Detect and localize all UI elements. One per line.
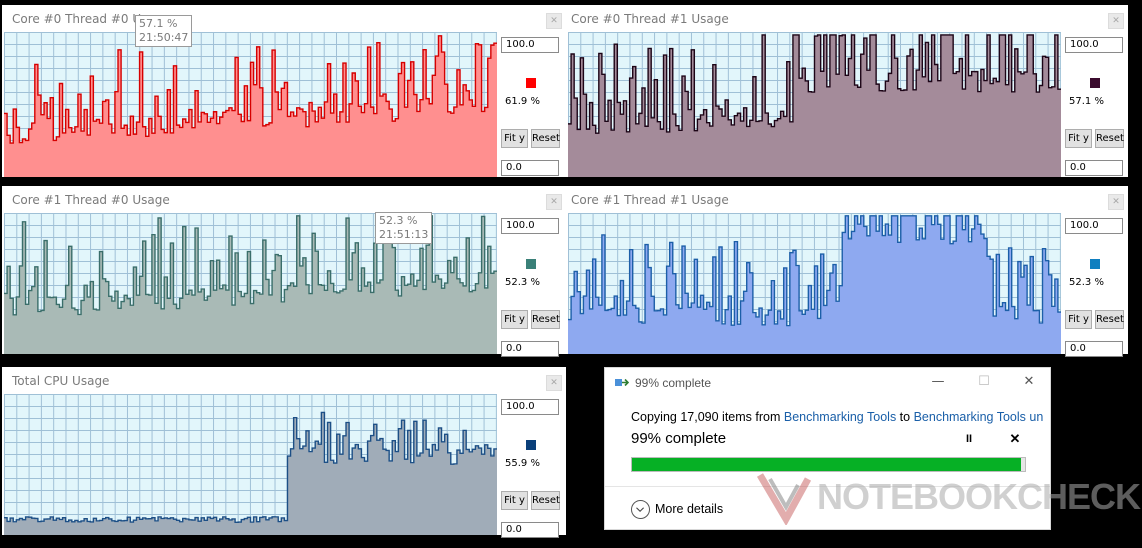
- copy-prefix: Copying 17,090 items from: [631, 410, 784, 424]
- usage-graph: [4, 35, 497, 177]
- tooltip-time: 21:50:47: [139, 31, 189, 44]
- current-value: 52.3 %: [505, 277, 540, 288]
- close-icon[interactable]: ✕: [1108, 13, 1124, 29]
- usage-graph: [4, 215, 497, 354]
- close-icon[interactable]: ✕: [546, 194, 562, 210]
- tooltip-time: 21:51:13: [379, 228, 429, 241]
- core0-thread1-panel: Core #0 Thread #1 Usage ✕ 100.0 57.1 % F…: [566, 5, 1128, 177]
- usage-plot[interactable]: [568, 213, 1061, 354]
- usage-plot[interactable]: [4, 32, 497, 177]
- usage-area: [4, 412, 497, 535]
- hover-tooltip: 52.3 % 21:51:13: [375, 212, 433, 244]
- tooltip-value: 57.1 %: [139, 17, 178, 30]
- y-max-field[interactable]: 100.0: [501, 399, 559, 415]
- close-icon[interactable]: ✕: [546, 375, 562, 391]
- scale-controls: 100.0 61.9 % Fit y Reset 0.0: [501, 32, 563, 177]
- usage-plot[interactable]: [4, 394, 497, 535]
- usage-line: [568, 215, 1061, 327]
- usage-graph: [568, 34, 1061, 177]
- progress-bar: [631, 457, 1026, 472]
- usage-graph: [4, 411, 497, 535]
- series-color-swatch[interactable]: [1090, 78, 1100, 88]
- panel-title: Core #0 Thread #0 Usage: [12, 12, 170, 26]
- y-max-field[interactable]: 100.0: [1065, 218, 1123, 234]
- fit-y-button[interactable]: Fit y: [501, 491, 528, 510]
- series-color-swatch[interactable]: [526, 259, 536, 269]
- reset-button[interactable]: Reset: [531, 491, 560, 510]
- y-max-field[interactable]: 100.0: [501, 218, 559, 234]
- usage-line: [4, 35, 497, 144]
- current-value: 61.9 %: [505, 96, 540, 107]
- series-color-swatch[interactable]: [1090, 259, 1100, 269]
- usage-line: [4, 411, 497, 523]
- maximize-button[interactable]: ☐: [978, 374, 990, 389]
- copy-progress-dialog: 99% complete — ☐ ✕ Copying 17,090 items …: [604, 367, 1051, 530]
- reset-button[interactable]: Reset: [1095, 129, 1124, 148]
- panel-title: Core #1 Thread #1 Usage: [571, 193, 729, 207]
- current-value: 57.1 %: [1069, 96, 1104, 107]
- current-value: 52.3 %: [1069, 277, 1104, 288]
- total-cpu-panel: Total CPU Usage ✕ 100.0 55.9 % Fit y Res…: [2, 367, 566, 538]
- destination-folder-link[interactable]: Benchmarking Tools un: [913, 410, 1044, 424]
- usage-plot[interactable]: [568, 32, 1061, 177]
- divider: [605, 486, 1050, 487]
- minimize-button[interactable]: —: [931, 374, 945, 389]
- notebookcheck-logo-icon: [756, 473, 812, 525]
- y-max-field[interactable]: 100.0: [1065, 37, 1123, 53]
- panel-title: Core #1 Thread #0 Usage: [12, 193, 170, 207]
- close-icon[interactable]: ✕: [1108, 194, 1124, 210]
- usage-line: [4, 215, 497, 316]
- source-folder-link[interactable]: Benchmarking Tools: [783, 410, 897, 424]
- scale-controls: 100.0 57.1 % Fit y Reset 0.0: [1065, 32, 1127, 177]
- dialog-title: 99% complete: [635, 376, 712, 390]
- reset-button[interactable]: Reset: [1095, 310, 1124, 329]
- usage-graph: [568, 215, 1061, 354]
- core1-thread0-panel: Core #1 Thread #0 Usage ✕ 100.0 52.3 % F…: [2, 186, 566, 357]
- panel-title: Total CPU Usage: [12, 374, 110, 388]
- usage-line: [568, 34, 1061, 134]
- series-color-swatch[interactable]: [526, 78, 536, 88]
- reset-button[interactable]: Reset: [531, 310, 560, 329]
- fit-y-button[interactable]: Fit y: [501, 310, 528, 329]
- percent-complete: 99% complete: [631, 430, 727, 447]
- more-details-label: More details: [655, 502, 724, 516]
- copy-description: Copying 17,090 items from Benchmarking T…: [631, 410, 1043, 424]
- core1-thread1-panel: Core #1 Thread #1 Usage ✕ 100.0 52.3 % F…: [566, 186, 1128, 357]
- reset-button[interactable]: Reset: [531, 129, 560, 148]
- scale-controls: 100.0 52.3 % Fit y Reset 0.0: [501, 213, 563, 358]
- pause-icon[interactable]: II: [965, 433, 973, 445]
- y-min-field[interactable]: 0.0: [1065, 160, 1123, 176]
- hover-tooltip: 57.1 % 21:50:47: [135, 15, 193, 47]
- fit-y-button[interactable]: Fit y: [1065, 310, 1092, 329]
- core0-thread0-panel: Core #0 Thread #0 Usage ✕ 100.0 61.9 % F…: [2, 5, 566, 177]
- watermark-text: NOTEBOOKCHECK: [817, 476, 1141, 517]
- y-min-field[interactable]: 0.0: [1065, 341, 1123, 357]
- copy-files-icon: [615, 378, 629, 387]
- progress-bar-fill: [632, 458, 1022, 471]
- scale-controls: 100.0 55.9 % Fit y Reset 0.0: [501, 394, 563, 539]
- stop-icon[interactable]: ✕: [1009, 431, 1021, 446]
- close-icon[interactable]: ✕: [546, 13, 562, 29]
- y-min-field[interactable]: 0.0: [501, 160, 559, 176]
- fit-y-button[interactable]: Fit y: [501, 129, 528, 148]
- y-max-field[interactable]: 100.0: [501, 37, 559, 53]
- y-min-field[interactable]: 0.0: [501, 522, 559, 538]
- panel-title: Core #0 Thread #1 Usage: [571, 12, 729, 26]
- series-color-swatch[interactable]: [526, 440, 536, 450]
- y-min-field[interactable]: 0.0: [501, 341, 559, 357]
- notebookcheck-watermark: NOTEBOOKCHECK: [756, 467, 1141, 527]
- scale-controls: 100.0 52.3 % Fit y Reset 0.0: [1065, 213, 1127, 358]
- chevron-down-icon: [631, 500, 650, 519]
- fit-y-button[interactable]: Fit y: [1065, 129, 1092, 148]
- close-button[interactable]: ✕: [1023, 374, 1035, 389]
- current-value: 55.9 %: [505, 458, 540, 469]
- copy-mid: to: [896, 410, 914, 424]
- tooltip-value: 52.3 %: [379, 214, 418, 227]
